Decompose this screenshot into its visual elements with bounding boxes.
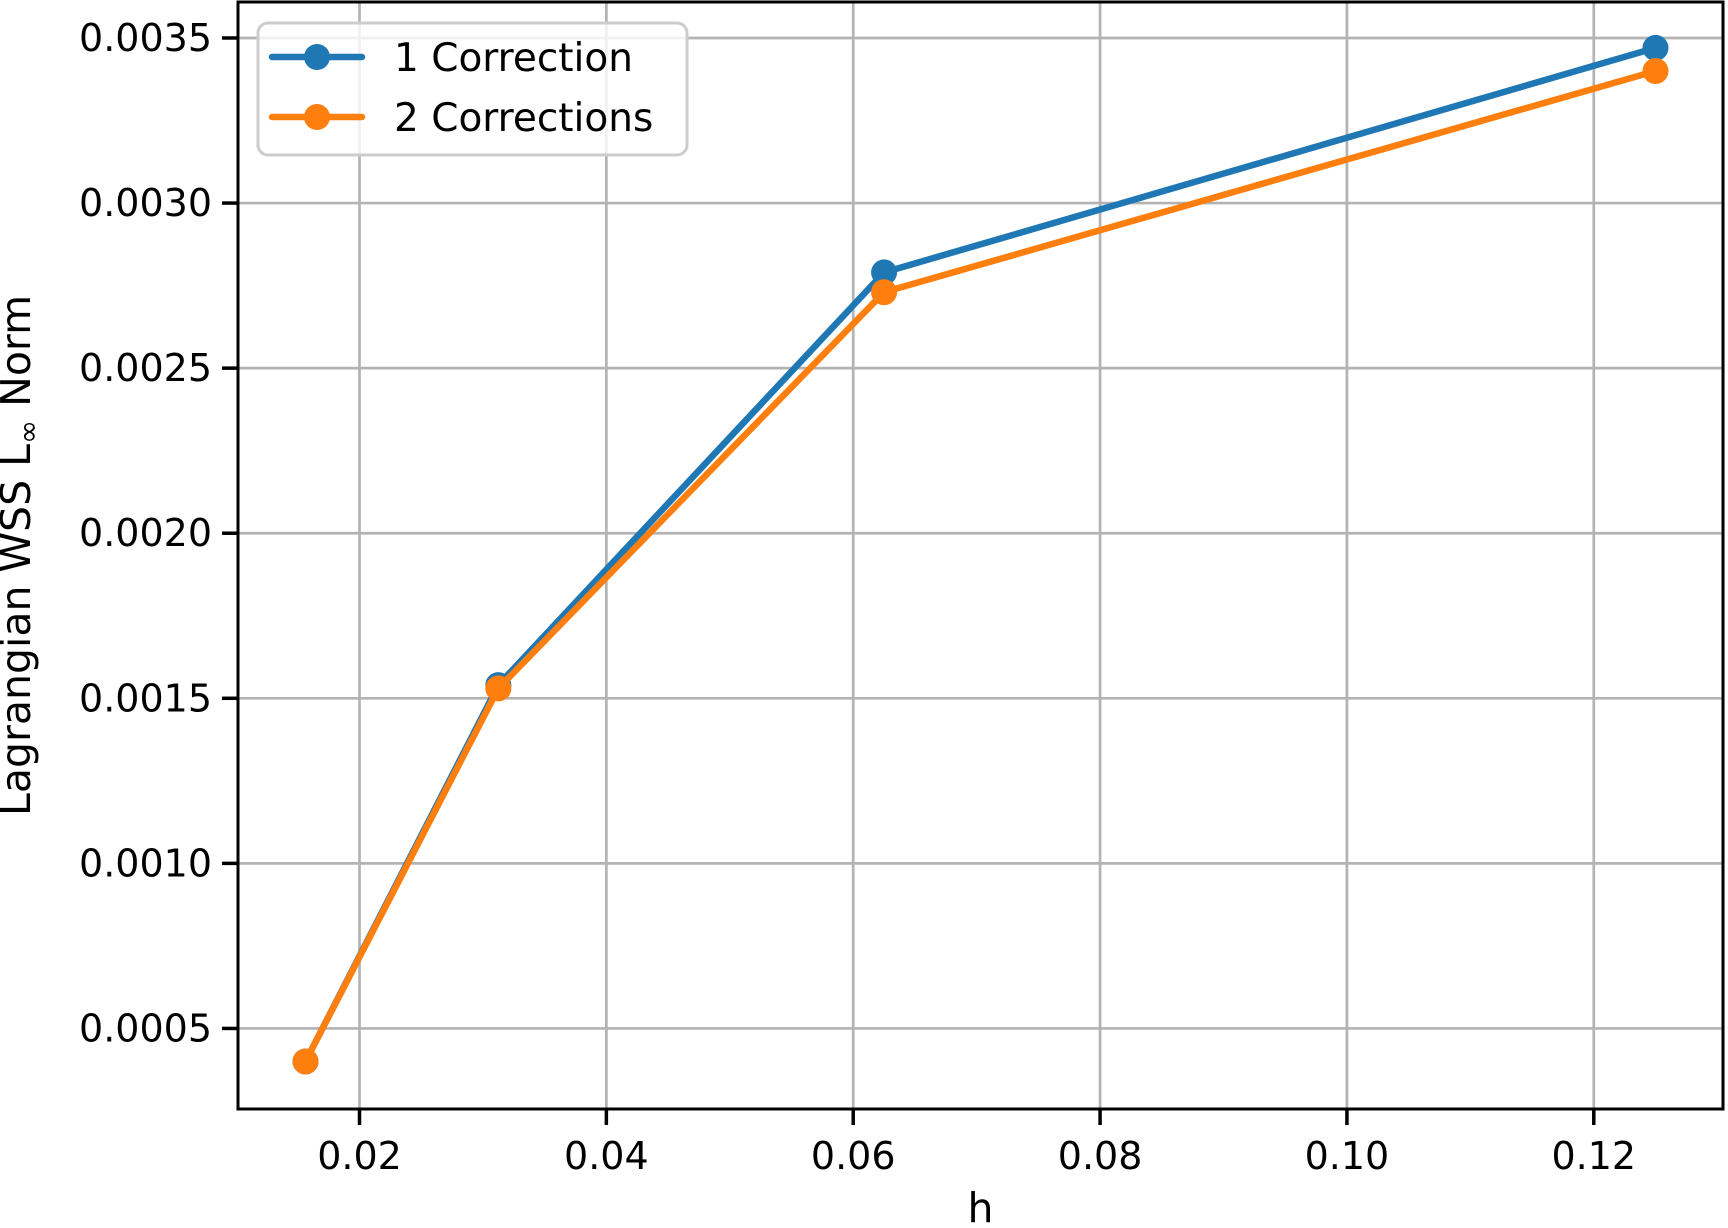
y-tick-label-0.0030: 0.0030 <box>79 181 212 225</box>
series-marker-1-correction-point-3 <box>871 259 898 286</box>
series-line-2-corrections <box>302 67 1659 1065</box>
legend-sample-marker-1-correction <box>304 44 330 70</box>
series-marker-2-corrections-point-4 <box>1642 58 1669 85</box>
legend-label-2-corrections: 2 Corrections <box>394 96 653 141</box>
x-tick-label-0.08: 0.08 <box>1058 1134 1143 1178</box>
y-axis-label: Lagrangian WSS L∞ Norm <box>0 295 45 816</box>
plot-border <box>236 0 1725 1111</box>
x-tick-label-0.10: 0.10 <box>1305 1134 1390 1178</box>
legend-label-1-correction: 1 Correction <box>394 36 633 81</box>
series-marker-2-corrections-point-1 <box>292 1048 319 1075</box>
y-tick-label-0.0010: 0.0010 <box>79 841 212 885</box>
x-tick-label-0.02: 0.02 <box>317 1134 402 1178</box>
x-tick-label-0.06: 0.06 <box>811 1134 896 1178</box>
legend-sample-marker-2-corrections <box>304 104 330 130</box>
y-tick-label-0.0015: 0.0015 <box>79 676 212 720</box>
y-tick-label-0.0035: 0.0035 <box>79 16 212 60</box>
legend-box <box>256 21 689 157</box>
x-tick-label-0.12: 0.12 <box>1551 1134 1636 1178</box>
series-marker-2-corrections-point-2 <box>485 675 512 702</box>
series-marker-1-correction-point-4 <box>1642 34 1669 61</box>
series-marker-2-corrections-point-3 <box>871 279 898 306</box>
y-tick-label-0.0025: 0.0025 <box>79 346 212 390</box>
y-tick-label-0.0020: 0.0020 <box>79 511 212 555</box>
x-tick-label-0.04: 0.04 <box>564 1134 649 1178</box>
x-axis-label: h <box>968 1184 994 1228</box>
y-tick-label-0.0005: 0.0005 <box>79 1006 212 1050</box>
